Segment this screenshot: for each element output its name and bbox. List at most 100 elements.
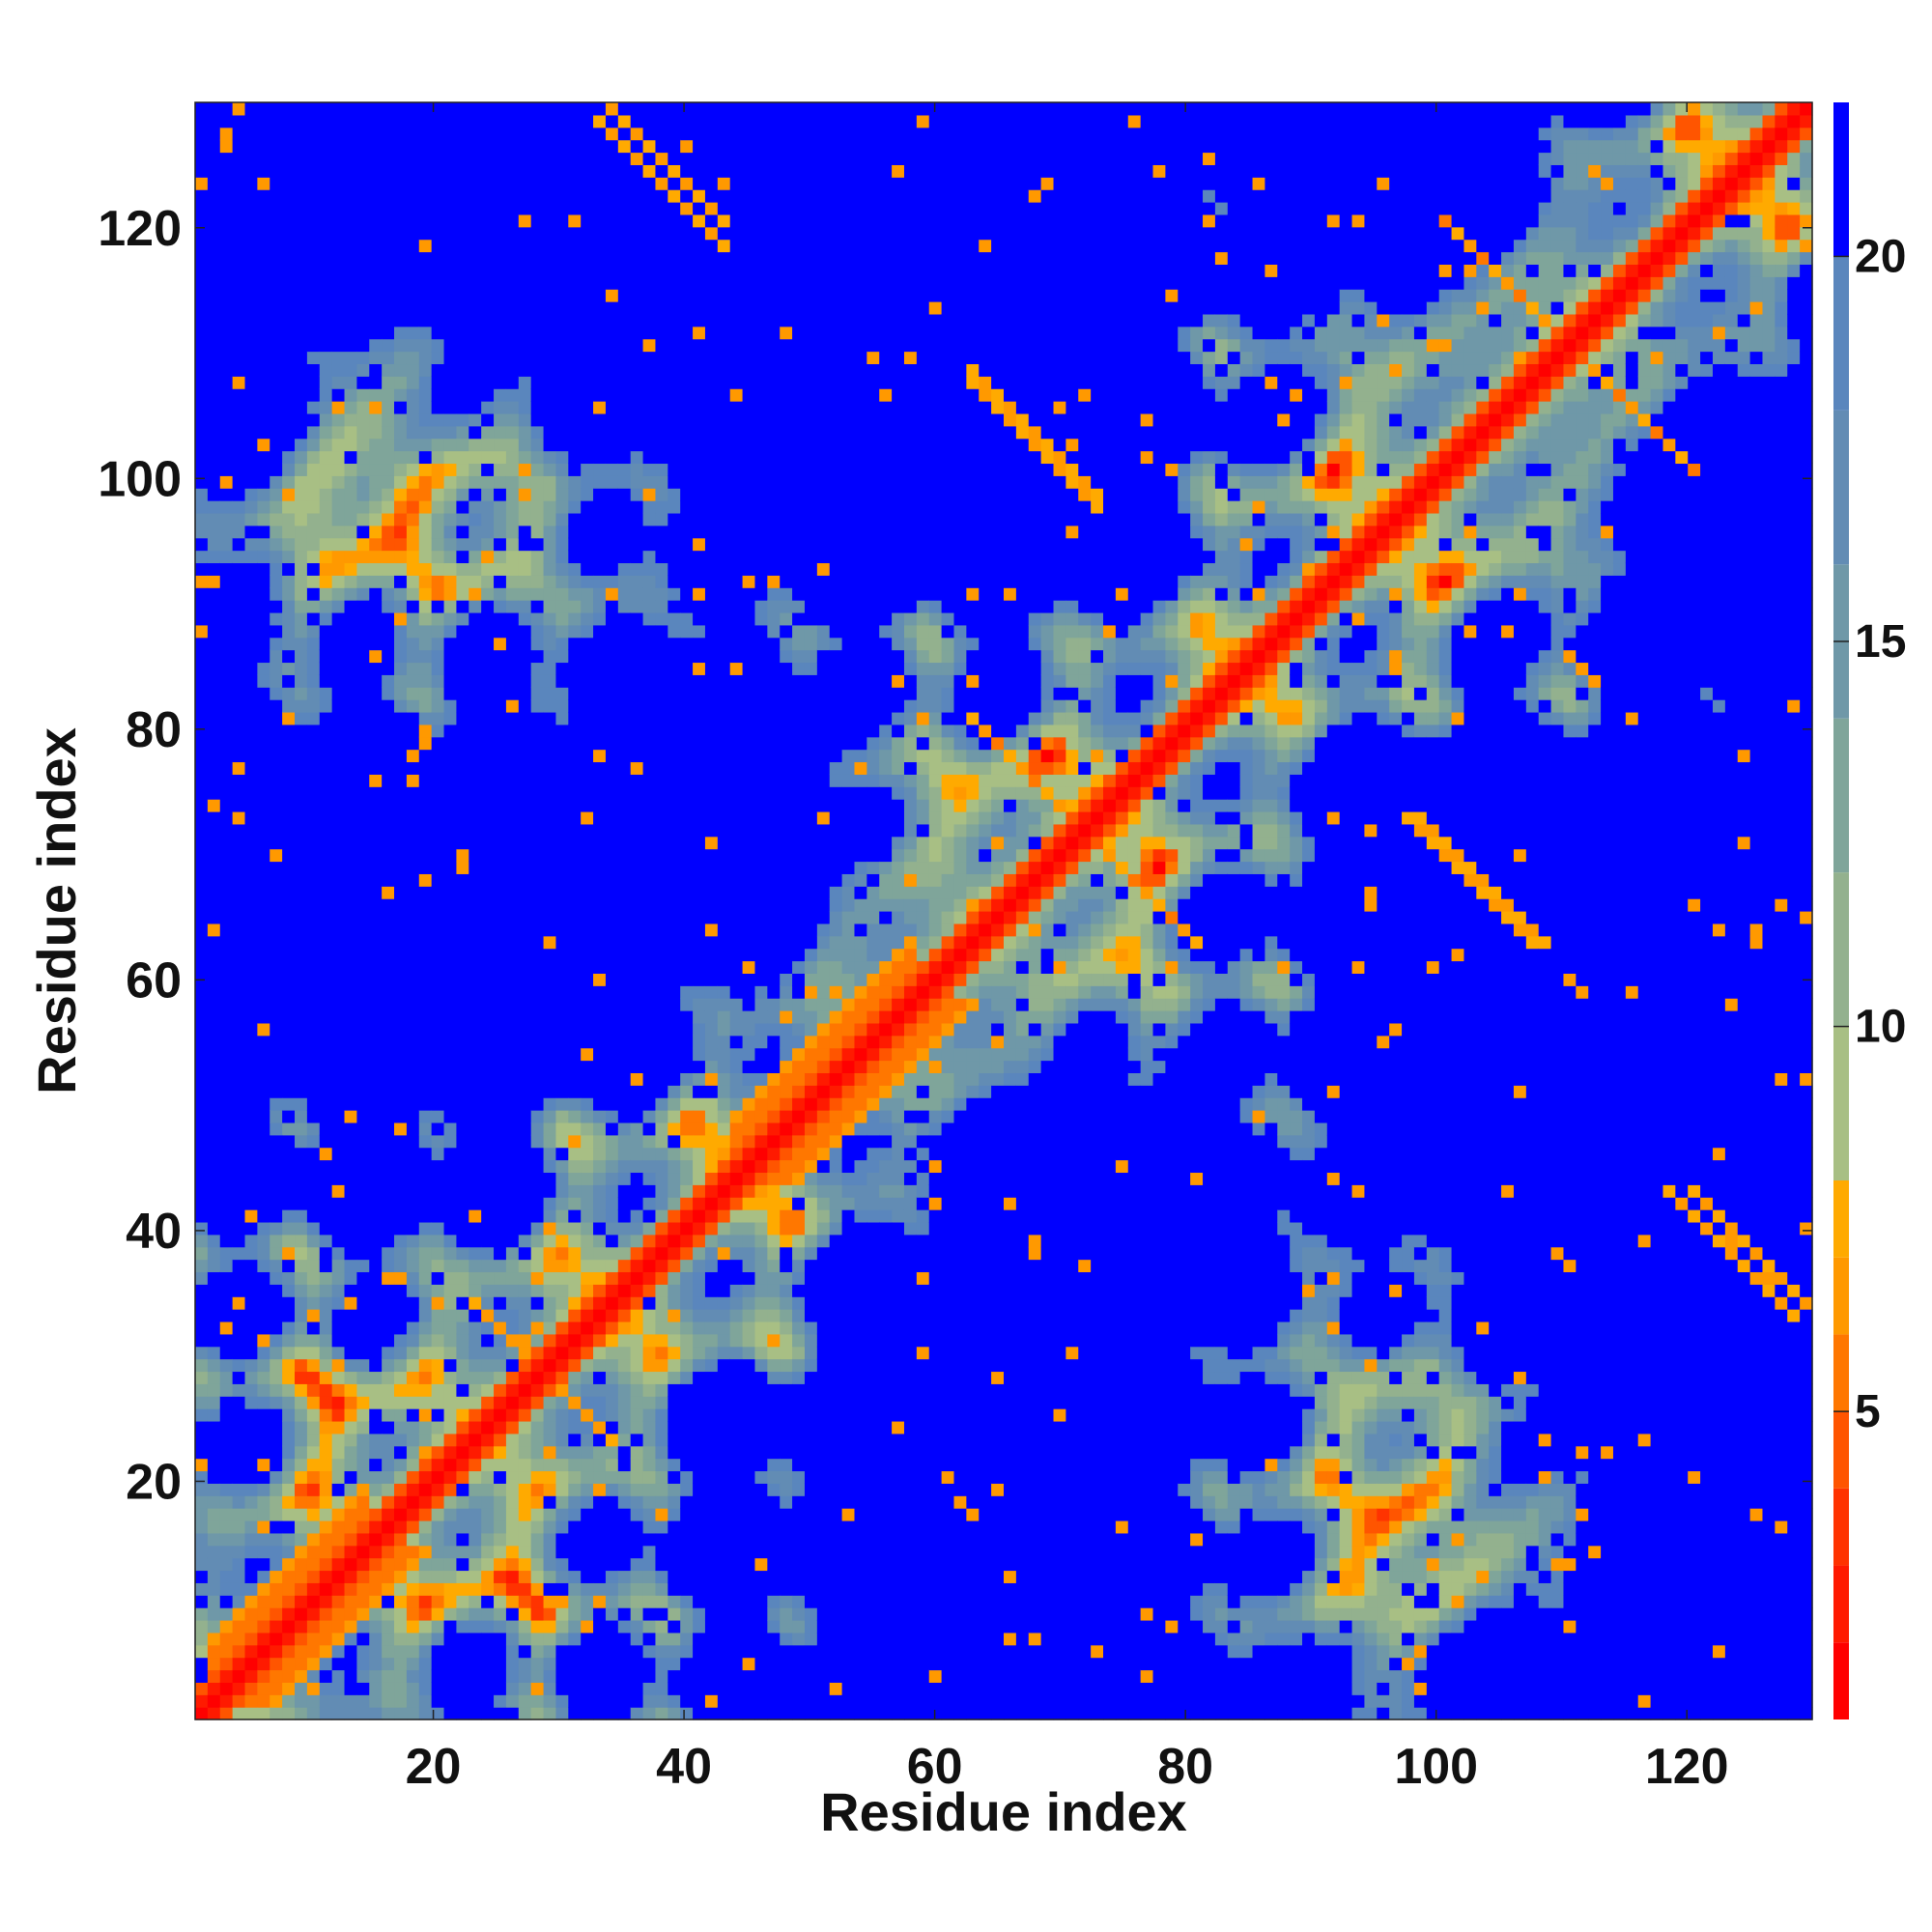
heatmap-cell	[195, 1532, 209, 1547]
heatmap-cell	[270, 1321, 283, 1335]
heatmap-cell	[494, 226, 507, 241]
heatmap-cell	[406, 1110, 420, 1123]
heatmap-cell	[219, 388, 234, 402]
heatmap-cell	[555, 202, 569, 215]
heatmap-cell	[456, 1632, 469, 1646]
heatmap-cell	[282, 425, 296, 440]
heatmap-cell	[630, 774, 644, 787]
heatmap-cell	[655, 1570, 668, 1583]
heatmap-cell	[668, 1495, 681, 1509]
heatmap-cell	[394, 1595, 408, 1608]
heatmap-cell	[244, 1346, 258, 1360]
heatmap-cell	[469, 1147, 482, 1161]
heatmap-cell	[642, 1557, 657, 1572]
heatmap-cell	[456, 1022, 469, 1037]
heatmap-cell	[382, 898, 395, 912]
heatmap-cell	[568, 1358, 582, 1373]
heatmap-cell	[319, 799, 333, 812]
heatmap-cell	[295, 102, 308, 116]
heatmap-cell	[581, 139, 594, 154]
heatmap-cell	[319, 475, 333, 489]
heatmap-cell	[257, 1259, 270, 1273]
heatmap-cell	[244, 1619, 258, 1634]
heatmap-cell	[630, 1682, 644, 1695]
heatmap-cell	[481, 1197, 495, 1210]
heatmap-cell	[418, 786, 433, 800]
heatmap-cell	[418, 1271, 433, 1285]
heatmap-cell	[207, 985, 221, 999]
heatmap-cell	[369, 1172, 383, 1185]
heatmap-cell	[443, 152, 458, 165]
heatmap-cell	[568, 102, 582, 116]
heatmap-cell	[530, 898, 545, 912]
heatmap-cell	[306, 1707, 321, 1720]
heatmap-cell	[630, 1346, 644, 1360]
heatmap-cell	[406, 898, 420, 912]
heatmap-cell	[344, 761, 357, 775]
heatmap-cell	[244, 363, 258, 377]
heatmap-cell	[295, 1508, 308, 1521]
heatmap-cell	[244, 699, 258, 713]
heatmap-cell	[655, 823, 668, 838]
heatmap-cell	[605, 923, 619, 937]
heatmap-cell	[568, 475, 582, 489]
heatmap-cell	[319, 463, 333, 476]
heatmap-cell	[244, 1221, 258, 1236]
heatmap-cell	[306, 1309, 321, 1322]
heatmap-cell	[443, 326, 458, 340]
heatmap-cell	[406, 1022, 420, 1037]
heatmap-cell	[642, 1309, 657, 1322]
heatmap-cell	[356, 761, 370, 775]
heatmap-cell	[306, 1458, 321, 1472]
heatmap-cell	[655, 1420, 668, 1435]
heatmap-cell	[344, 1060, 357, 1073]
heatmap-cell	[195, 960, 209, 974]
heatmap-cell	[257, 1047, 270, 1062]
heatmap-cell	[505, 1159, 520, 1174]
heatmap-cell	[581, 1707, 594, 1720]
heatmap-cell	[394, 251, 408, 265]
heatmap-cell	[593, 177, 607, 190]
heatmap-cell	[581, 1022, 594, 1037]
heatmap-cell	[195, 512, 209, 526]
heatmap-cell	[295, 637, 308, 651]
heatmap-cell	[518, 1396, 532, 1409]
heatmap-cell	[494, 1545, 507, 1559]
heatmap-cell	[257, 301, 270, 315]
heatmap-cell	[469, 226, 482, 241]
heatmap-cell	[244, 1147, 258, 1161]
heatmap-cell	[630, 127, 644, 141]
heatmap-cell	[207, 810, 221, 825]
heatmap-cell	[642, 674, 657, 688]
heatmap-cell	[431, 1346, 445, 1360]
heatmap-cell	[356, 1607, 370, 1621]
heatmap-cell	[232, 388, 246, 402]
heatmap-cell	[481, 425, 495, 440]
heatmap-cell	[319, 289, 333, 302]
heatmap-cell	[394, 799, 408, 812]
heatmap-cell	[219, 1309, 234, 1322]
heatmap-cell	[668, 1333, 681, 1348]
heatmap-cell	[382, 338, 395, 353]
heatmap-cell	[382, 1495, 395, 1509]
heatmap-cell	[382, 226, 395, 241]
heatmap-cell	[593, 923, 607, 937]
heatmap-cell	[270, 1420, 283, 1435]
heatmap-cell	[581, 587, 594, 601]
heatmap-cell	[356, 525, 370, 539]
heatmap-cell	[431, 239, 445, 253]
heatmap-cell	[456, 338, 469, 353]
heatmap-cell	[195, 1619, 209, 1634]
heatmap-cell	[494, 911, 507, 924]
heatmap-cell	[232, 687, 246, 700]
heatmap-cell	[605, 1445, 619, 1460]
heatmap-cell	[518, 1234, 532, 1248]
heatmap-cell	[331, 1134, 346, 1149]
heatmap-cell	[593, 326, 607, 340]
heatmap-cell	[518, 550, 532, 564]
heatmap-cell	[568, 562, 582, 576]
heatmap-cell	[244, 1022, 258, 1037]
heatmap-cell	[555, 1557, 569, 1572]
heatmap-cell	[295, 1172, 308, 1185]
heatmap-cell	[568, 239, 582, 253]
